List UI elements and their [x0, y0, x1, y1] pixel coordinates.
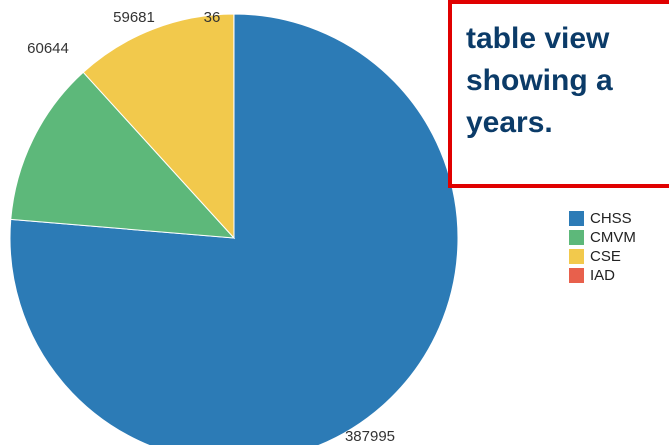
pie-slice-cse[interactable] — [82, 13, 235, 240]
legend-item-iad[interactable]: IAD — [569, 266, 636, 285]
pie-slice-cmvm[interactable] — [10, 71, 236, 239]
legend-item-chss[interactable]: CHSS — [569, 209, 636, 228]
slice-value-label-cmvm: 60644 — [27, 40, 69, 57]
legend-swatch-iad — [569, 268, 584, 283]
legend-label-iad: IAD — [590, 267, 616, 284]
legend-swatch-chss — [569, 211, 584, 226]
slice-value-label-chss: 387995 — [345, 428, 395, 445]
callout-box: table view showing a years. — [448, 0, 669, 188]
pie-value-labels: 387995 60644 59681 36 — [27, 9, 395, 445]
legend-label-cse: CSE — [590, 248, 621, 265]
legend-label-chss: CHSS — [590, 210, 632, 227]
legend: CHSS CMVM CSE IAD — [569, 209, 636, 285]
legend-item-cse[interactable]: CSE — [569, 247, 636, 266]
pie-slice-chss[interactable] — [9, 13, 459, 445]
legend-swatch-cmvm — [569, 230, 584, 245]
legend-item-cmvm[interactable]: CMVM — [569, 228, 636, 247]
callout-line-3: years. — [466, 106, 553, 139]
legend-swatch-cse — [569, 249, 584, 264]
slice-value-label-iad: 36 — [204, 9, 221, 26]
slice-value-label-cse: 59681 — [113, 9, 155, 26]
callout-line-2: showing a — [466, 64, 613, 97]
callout-line-1: table view — [466, 22, 610, 55]
legend-label-cmvm: CMVM — [590, 229, 636, 246]
pie-slices — [9, 13, 459, 445]
